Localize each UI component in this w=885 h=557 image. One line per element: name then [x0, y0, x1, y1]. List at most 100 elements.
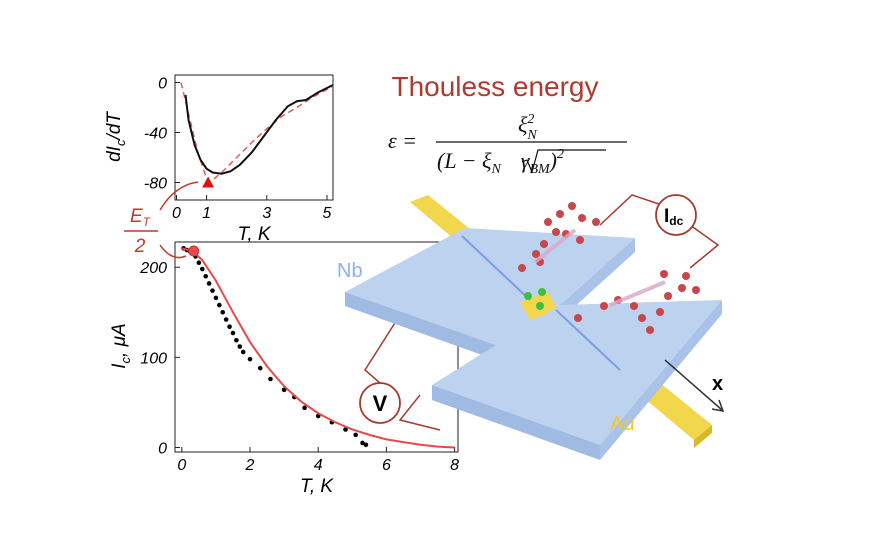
sup: 2 — [527, 112, 534, 127]
diagram-title: Thouless energy — [391, 71, 598, 102]
formula-lhs: ε = — [388, 128, 417, 153]
edge — [555, 309, 621, 371]
nb-plate — [345, 228, 635, 350]
flow-arrow — [533, 228, 577, 264]
x-tick-label: 8 — [450, 457, 459, 474]
x-tick-label: 4 — [314, 457, 323, 474]
data-point — [234, 337, 239, 343]
nb-plate — [432, 300, 722, 445]
x-tick-label: 2 — [245, 457, 255, 474]
x-tick-label: 5 — [323, 205, 332, 222]
y-tick-label: 0 — [158, 440, 167, 457]
y-tick-label: -40 — [144, 126, 167, 143]
data-point — [363, 442, 369, 448]
nb-label: Nb — [337, 260, 363, 282]
wire — [599, 194, 720, 269]
data-point — [268, 376, 273, 382]
edge — [461, 235, 531, 301]
data-point — [247, 356, 253, 362]
den-sup: 2 — [557, 147, 564, 162]
data-point — [237, 344, 243, 349]
wire — [364, 314, 401, 384]
y-axis-label-part: c — [118, 356, 133, 363]
annotation-sub: T — [143, 215, 152, 229]
y-axis-label: dIc/dT — [104, 111, 128, 162]
voltmeter — [359, 382, 401, 424]
y-axis-label-part: dI — [104, 145, 125, 162]
curve — [184, 84, 334, 175]
data-point — [217, 302, 222, 308]
x-axis-label: T, K — [300, 476, 334, 497]
data-point — [302, 405, 307, 411]
data-point — [223, 317, 229, 322]
wire — [398, 394, 441, 431]
formula-denominator: (L − ξN γBM)2 — [437, 147, 564, 177]
data-point — [199, 266, 205, 272]
annotation-denominator: 2 — [134, 236, 146, 257]
thouless-annotation: ET 2 — [124, 181, 199, 259]
curve — [181, 247, 455, 449]
y-axis-label: Ic, μA — [109, 323, 133, 368]
y-axis-label-part: , μA — [109, 323, 130, 357]
data-point — [210, 288, 215, 293]
data-point — [203, 273, 208, 279]
voltmeter-label: V — [373, 391, 388, 416]
paren: ) — [548, 148, 557, 173]
x-tick-label: 0 — [177, 457, 186, 474]
y-axis-label-part: c — [113, 139, 128, 146]
arrow — [159, 181, 199, 211]
pairs — [524, 288, 546, 310]
data-point — [213, 295, 219, 301]
data-point — [206, 281, 212, 286]
x-axis-label: x — [712, 373, 723, 395]
plot-frame — [174, 74, 334, 201]
den-a: (L − ξ — [437, 148, 492, 173]
sqrt — [521, 149, 606, 174]
x-tick-label: 6 — [382, 457, 391, 474]
data-point — [360, 440, 365, 446]
nb-plate-side — [345, 292, 510, 365]
data-point — [230, 330, 236, 336]
au-label: Au — [610, 413, 634, 435]
current-sub: dc — [669, 214, 683, 228]
sub: N — [526, 128, 537, 143]
data-point — [240, 349, 246, 355]
annotation-numerator: ET — [130, 206, 152, 229]
formula-numerator: ξ2 N — [518, 112, 537, 143]
plot-frame — [174, 241, 459, 453]
x-tick-label: 0 — [172, 205, 181, 222]
y-axis-label-part: I — [109, 363, 130, 369]
device: V Idc Nb Au x — [337, 194, 725, 460]
x-tick-label: 1 — [202, 205, 211, 222]
nb-plate-side — [432, 385, 600, 460]
y-tick-label: 100 — [140, 350, 167, 367]
nb-plate-side — [600, 300, 722, 460]
data-point — [281, 387, 287, 393]
data-point — [343, 427, 348, 432]
x-tick-label: 3 — [262, 205, 271, 222]
data-point — [353, 432, 359, 438]
annotation-e: E — [130, 206, 143, 227]
current-source — [655, 194, 697, 236]
y-tick-label: -80 — [144, 176, 167, 193]
arrow — [159, 244, 187, 259]
x-arrowhead — [711, 399, 725, 412]
y-tick-label: 200 — [139, 260, 167, 277]
marker — [188, 245, 200, 257]
den-sub: N — [490, 162, 501, 177]
data-point — [257, 365, 263, 371]
gamma-sub: BM — [529, 162, 551, 177]
marker — [202, 176, 215, 188]
formula: ε = ξ2 N (L − ξN γBM)2 — [388, 112, 627, 177]
xi: ξ — [518, 112, 528, 137]
data-point — [227, 324, 232, 330]
y-tick-label: 0 — [158, 76, 167, 93]
current-i: I — [664, 206, 669, 227]
y-axis-label-part: /dT — [104, 111, 125, 142]
x-arrow — [664, 359, 723, 411]
flow-arrow — [609, 280, 666, 307]
current-label: Idc — [664, 206, 684, 228]
data-point — [220, 310, 226, 315]
